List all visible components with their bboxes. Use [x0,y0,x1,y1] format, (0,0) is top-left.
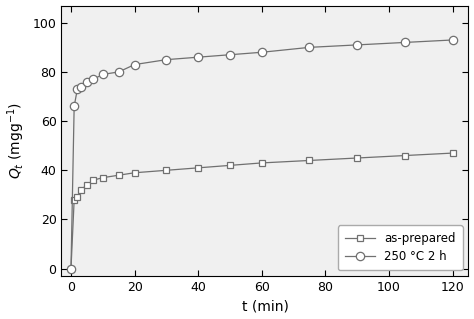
as-prepared [354,156,360,160]
as-prepared [71,198,77,202]
250 °C 2 h [100,72,106,76]
as-prepared [78,188,83,192]
as-prepared [450,151,456,155]
Y-axis label: $Q_t$ (mgg$^{-1}$): $Q_t$ (mgg$^{-1}$) [6,102,27,179]
as-prepared [74,196,80,199]
250 °C 2 h [402,41,408,44]
250 °C 2 h [116,70,121,74]
as-prepared [91,178,96,182]
250 °C 2 h [74,87,80,91]
250 °C 2 h [78,85,83,89]
as-prepared [132,171,137,175]
as-prepared [227,163,233,167]
as-prepared [100,176,106,180]
250 °C 2 h [164,58,169,62]
250 °C 2 h [195,55,201,59]
250 °C 2 h [68,267,74,271]
X-axis label: t (min): t (min) [242,300,288,314]
as-prepared [116,173,121,177]
as-prepared [84,183,90,187]
250 °C 2 h [227,53,233,57]
as-prepared [402,154,408,158]
as-prepared [307,159,312,162]
as-prepared [195,166,201,170]
250 °C 2 h [132,63,137,66]
250 °C 2 h [259,50,264,54]
as-prepared [68,267,74,271]
Line: 250 °C 2 h: 250 °C 2 h [67,36,457,273]
as-prepared [164,168,169,172]
as-prepared [259,161,264,165]
250 °C 2 h [307,45,312,49]
Line: as-prepared: as-prepared [68,150,456,272]
Legend: as-prepared, 250 °C 2 h: as-prepared, 250 °C 2 h [338,225,463,270]
250 °C 2 h [71,104,77,108]
250 °C 2 h [91,78,96,81]
250 °C 2 h [84,80,90,84]
250 °C 2 h [354,43,360,47]
250 °C 2 h [450,38,456,42]
